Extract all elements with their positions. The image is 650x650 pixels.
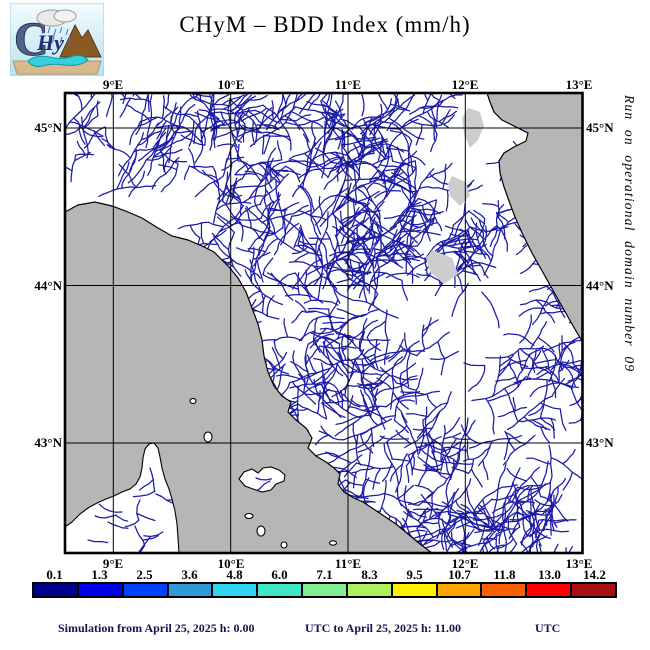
small-island (244, 512, 254, 520)
x-tick-bottom: 11°E (334, 556, 362, 571)
colorbar-tick-label: 8.3 (361, 567, 378, 582)
page-title: CHyM – BDD Index (mm/h) (179, 12, 471, 37)
colorbar-cell (345, 584, 391, 596)
lagoon-patch (448, 176, 470, 206)
small-island (189, 397, 197, 405)
colorbar-cell (121, 584, 167, 596)
small-island (328, 540, 338, 546)
colorbar-cell (211, 584, 257, 596)
graticule (65, 93, 583, 553)
colorbar-cell (390, 584, 436, 596)
y-tick-left: 44°N (34, 278, 62, 293)
lagoon-patch (426, 250, 458, 284)
colorbar-tick-label: 14.2 (583, 567, 606, 582)
logo-water-icon (27, 55, 89, 67)
colorbar-tick-label: 9.5 (406, 567, 423, 582)
colorbar-cell (76, 584, 122, 596)
adriatic-sea (487, 93, 582, 341)
x-tick-bottom: 9°E (102, 556, 124, 571)
small-island (280, 541, 288, 549)
x-tick-top: 10°E (217, 77, 245, 92)
colorbar-cell (435, 584, 481, 596)
small-island (256, 525, 266, 537)
colorbar-tick-label: 11.8 (493, 567, 516, 582)
y-tick-left: 45°N (34, 120, 62, 135)
y-tick-left: 43°N (34, 435, 62, 450)
colorbar-cell (480, 584, 526, 596)
x-tick-bottom: 13°E (565, 556, 593, 571)
colorbar-tick-label: 7.1 (316, 567, 333, 582)
colorbar-tick-label: 4.8 (226, 567, 243, 582)
y-tick-right: 45°N (586, 120, 614, 135)
logo-letters-hy: Hy (36, 30, 64, 55)
y-tick-right: 43°N (586, 435, 614, 450)
adriatic-coastline (486, 93, 583, 342)
colorbar-cell (166, 584, 212, 596)
colorbar-tick-label: 10.7 (448, 567, 471, 582)
map-border (63, 91, 584, 555)
colorbar-labels: 0.1 1.3 2.5 3.6 4.8 6.0 7.1 8.3 9.5 10.7 11.8 13.0 1… (32, 567, 617, 582)
footer-utc-label: UTC (535, 621, 561, 635)
colorbar: 0.1 1.3 2.5 3.6 4.8 6.0 7.1 8.3 9.5 10.7 11.8 13.0 1… (32, 567, 617, 598)
x-tick-top: 12°E (451, 77, 479, 92)
colorbar-cell (301, 584, 346, 596)
colorbar-tick-label: 0.1 (46, 567, 63, 582)
x-tick-bottom: 12°E (451, 556, 479, 571)
colorbar-tick-label: 13.0 (538, 567, 561, 582)
logo-rain-icon (41, 26, 71, 44)
footer-simulation-end: UTC to April 25, 2025 h: 11.00 (305, 621, 462, 635)
domain-side-note: Run on operational domain number 09 (622, 95, 637, 373)
x-tick-top: 13°E (565, 77, 593, 92)
x-tick-top: 9°E (102, 77, 124, 92)
colorbar-tick-label: 1.3 (91, 567, 108, 582)
chym-logo: C Hy (9, 2, 105, 77)
colorbar-tick-label: 6.0 (271, 567, 288, 582)
y-tick-right: 44°N (586, 278, 614, 293)
small-island (203, 431, 213, 443)
x-tick-top: 11°E (334, 77, 362, 92)
colorbar-tick-label: 2.5 (136, 567, 153, 582)
tyrrhenian-coastline (65, 201, 433, 553)
colorbar-tick-label: 3.6 (181, 567, 198, 582)
colorbar-cell (256, 584, 302, 596)
logo-mountain-icon (59, 23, 102, 58)
chym-logo-graphic: C Hy (9, 2, 105, 77)
colorbar-scale (32, 582, 617, 598)
colorbar-cell (570, 584, 615, 596)
colorbar-cell (34, 584, 77, 596)
footer-simulation-period: Simulation from April 25, 2025 h: 0.00 (58, 621, 255, 635)
x-tick-bottom: 10°E (217, 556, 245, 571)
colorbar-cell (525, 584, 571, 596)
